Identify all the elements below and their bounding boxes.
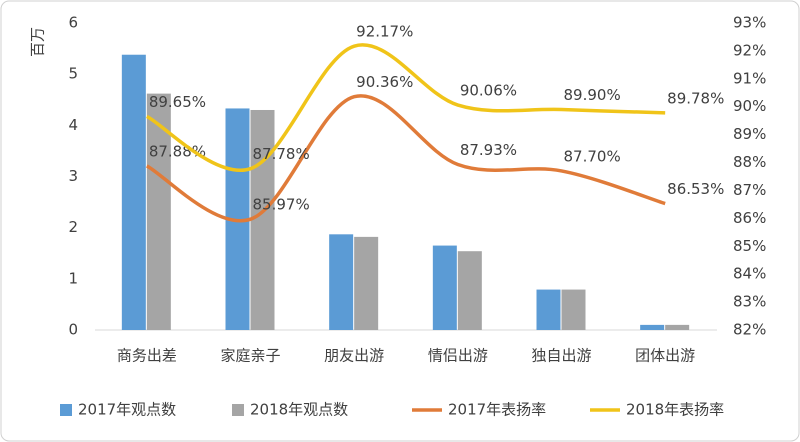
- y2-tick-label: 88%: [733, 153, 766, 171]
- x-tick-label: 商务出差: [117, 347, 177, 365]
- bar: [432, 245, 457, 330]
- x-tick-label: 情侣出游: [428, 347, 488, 365]
- legend-label: 2017年观点数: [78, 401, 176, 419]
- y2-tick-label: 85%: [733, 237, 766, 255]
- bar: [561, 289, 586, 330]
- data-label: 87.78%: [253, 145, 310, 163]
- line: [145, 94, 666, 223]
- legend-swatch: [232, 404, 244, 416]
- y-tick-label: 2: [68, 218, 78, 236]
- y2-tick-label: 84%: [733, 265, 766, 283]
- y-tick-label: 1: [68, 269, 78, 287]
- y2-tick-label: 86%: [733, 209, 766, 227]
- y-axis-label: 百万: [29, 27, 47, 57]
- y2-tick-label: 83%: [733, 293, 766, 311]
- x-tick-label: 独自出游: [531, 347, 591, 365]
- bar: [640, 324, 665, 330]
- y2-tick-label: 87%: [733, 181, 766, 199]
- data-label: 92.17%: [356, 23, 413, 41]
- y2-tick-label: 89%: [733, 125, 766, 143]
- y2-tick-label: 90%: [733, 97, 766, 115]
- bar: [250, 109, 275, 330]
- x-tick-label: 团体出游: [635, 347, 695, 365]
- legend-label: 2018年观点数: [250, 401, 348, 419]
- bar: [665, 324, 690, 330]
- y2-tick-label: 93%: [733, 14, 766, 32]
- y2-tick-label: 92%: [733, 41, 766, 59]
- legend-label: 2017年表扬率: [448, 401, 546, 419]
- line: [145, 43, 666, 173]
- data-label: 85.97%: [253, 196, 310, 214]
- x-tick-label: 家庭亲子: [220, 347, 280, 365]
- legend-label: 2018年表扬率: [626, 401, 724, 419]
- y-tick-label: 5: [68, 65, 78, 83]
- y2-tick-label: 82%: [733, 321, 766, 339]
- bar: [121, 54, 146, 331]
- bar: [354, 236, 379, 330]
- data-label: 90.36%: [356, 73, 413, 91]
- y-tick-label: 6: [68, 14, 78, 32]
- y2-tick-label: 91%: [733, 69, 766, 87]
- data-label: 87.88%: [149, 142, 206, 160]
- bar: [457, 251, 482, 330]
- y-tick-label: 0: [68, 321, 78, 339]
- data-label: 87.70%: [564, 147, 621, 165]
- y-tick-label: 4: [68, 116, 78, 134]
- data-label: 90.06%: [460, 82, 517, 100]
- bar: [536, 289, 561, 330]
- data-label: 87.93%: [460, 141, 517, 159]
- legend-swatch: [60, 404, 72, 416]
- data-label: 86.53%: [667, 180, 724, 198]
- data-label: 89.65%: [149, 93, 206, 111]
- x-tick-label: 朋友出游: [324, 347, 384, 365]
- data-label: 89.78%: [667, 89, 724, 107]
- bar: [329, 234, 354, 330]
- data-label: 89.90%: [564, 86, 621, 104]
- bar: [146, 93, 171, 330]
- y-tick-label: 3: [68, 167, 78, 185]
